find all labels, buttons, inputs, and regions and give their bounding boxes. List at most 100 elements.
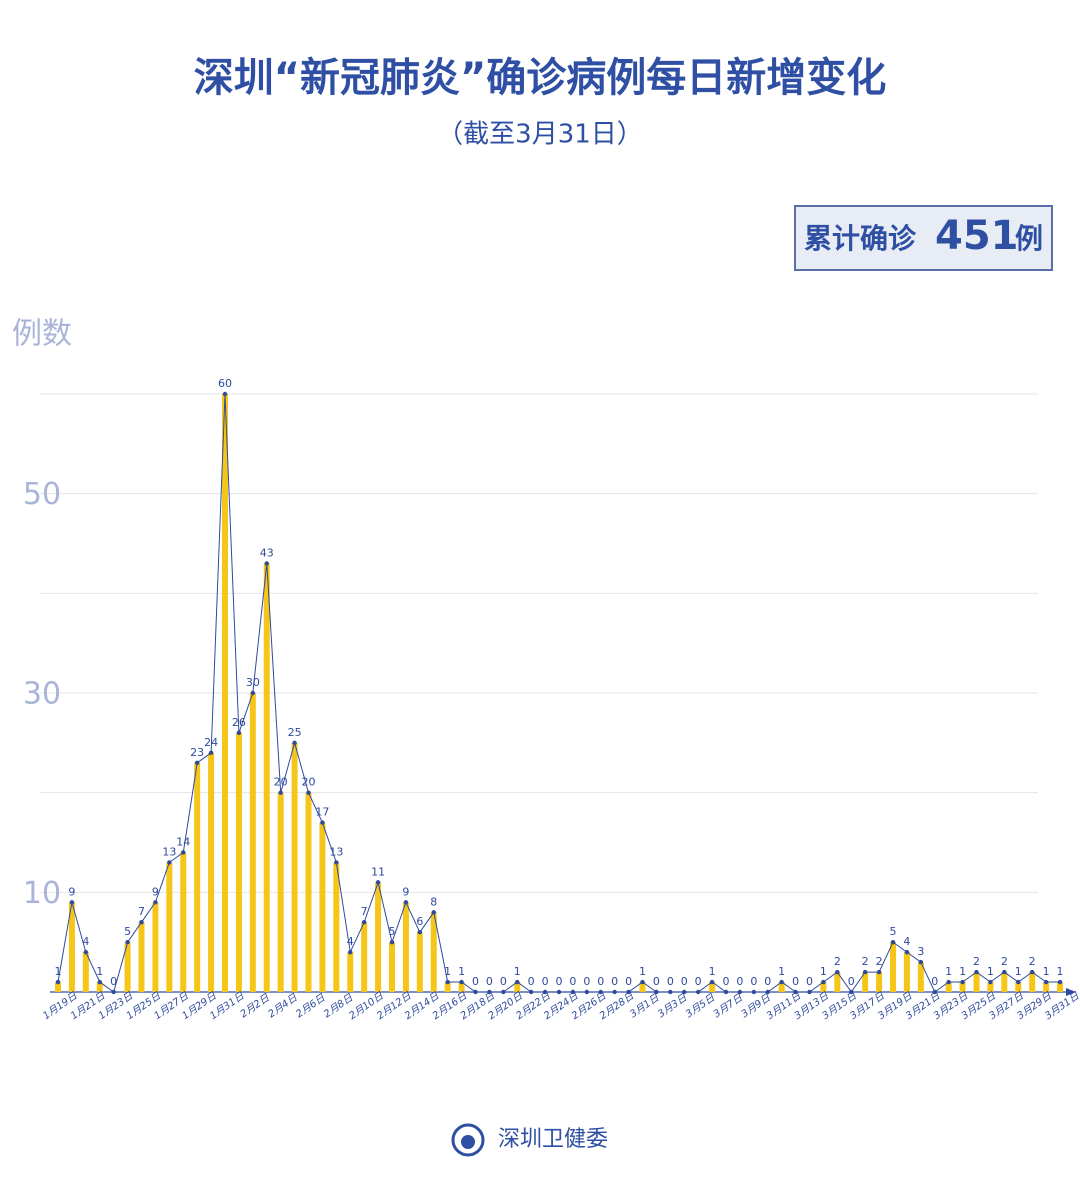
data-label: 11 bbox=[371, 865, 385, 878]
point bbox=[904, 949, 910, 955]
point bbox=[890, 939, 896, 945]
data-label: 0 bbox=[472, 975, 479, 988]
data-label: 0 bbox=[597, 975, 604, 988]
data-label: 2 bbox=[862, 955, 869, 968]
point bbox=[528, 989, 534, 995]
point bbox=[862, 969, 868, 975]
x-tick-label: 3月7日 bbox=[712, 992, 746, 1020]
bar bbox=[152, 902, 159, 992]
bar bbox=[1043, 982, 1050, 992]
data-label: 25 bbox=[288, 726, 302, 739]
data-label: 2 bbox=[973, 955, 980, 968]
x-tick-label: 3月3日 bbox=[656, 992, 690, 1020]
point bbox=[1043, 979, 1049, 985]
data-label: 5 bbox=[124, 925, 131, 938]
bar bbox=[249, 693, 256, 992]
data-label: 17 bbox=[315, 806, 329, 819]
bar bbox=[987, 982, 994, 992]
point bbox=[515, 979, 520, 985]
bar bbox=[973, 972, 980, 992]
bar bbox=[903, 952, 910, 992]
total-box bbox=[794, 205, 1053, 271]
chart-title: 深圳“新冠肺炎”确诊病例每日新增变化 bbox=[194, 55, 887, 101]
x-tick-label: 2月4日 bbox=[266, 992, 300, 1020]
bar bbox=[402, 902, 409, 992]
point bbox=[306, 790, 311, 795]
point bbox=[765, 989, 770, 995]
total-value: 451 bbox=[935, 213, 1019, 259]
point bbox=[946, 979, 951, 985]
x-axis-arrow bbox=[1066, 988, 1076, 996]
point bbox=[125, 939, 130, 945]
point bbox=[570, 989, 576, 995]
point bbox=[278, 790, 283, 795]
point bbox=[501, 989, 506, 995]
bar bbox=[709, 982, 716, 992]
y-tick-label: 10 bbox=[23, 876, 61, 911]
bar bbox=[138, 922, 145, 992]
bar bbox=[82, 952, 89, 992]
data-label: 0 bbox=[542, 975, 549, 988]
point bbox=[208, 750, 214, 755]
bar bbox=[96, 982, 103, 992]
data-label: 0 bbox=[625, 975, 632, 988]
bar bbox=[194, 762, 201, 992]
y-tick-label: 50 bbox=[23, 477, 61, 512]
point bbox=[626, 989, 631, 995]
data-label: 2 bbox=[1001, 955, 1008, 968]
data-label: 1 bbox=[514, 965, 521, 978]
data-label: 13 bbox=[162, 845, 176, 858]
total-label: 累计确诊 bbox=[804, 222, 917, 255]
point bbox=[181, 850, 186, 855]
data-label: 4 bbox=[347, 935, 354, 948]
point bbox=[417, 930, 423, 935]
data-label: 0 bbox=[723, 975, 730, 988]
bar bbox=[444, 982, 451, 992]
bar bbox=[208, 752, 215, 992]
data-label: 13 bbox=[329, 845, 343, 858]
point bbox=[695, 989, 701, 995]
bar bbox=[277, 792, 284, 992]
point bbox=[222, 391, 228, 397]
point bbox=[793, 989, 798, 995]
bar bbox=[389, 942, 395, 992]
point bbox=[473, 989, 478, 995]
data-label: 1 bbox=[709, 965, 716, 978]
point bbox=[835, 969, 840, 975]
point bbox=[361, 920, 367, 925]
point bbox=[69, 900, 75, 905]
bar bbox=[333, 862, 340, 992]
bar bbox=[778, 982, 785, 992]
data-label: 5 bbox=[389, 925, 396, 938]
point bbox=[960, 979, 965, 985]
bar bbox=[876, 972, 883, 992]
data-label: 14 bbox=[176, 835, 190, 848]
point bbox=[556, 989, 562, 995]
bar bbox=[235, 732, 242, 992]
point bbox=[264, 561, 269, 566]
point bbox=[445, 979, 450, 985]
data-label: 0 bbox=[806, 975, 813, 988]
data-label: 6 bbox=[416, 915, 423, 928]
point bbox=[1002, 969, 1007, 975]
data-label: 1 bbox=[959, 965, 966, 978]
point bbox=[348, 949, 353, 955]
bar bbox=[430, 912, 437, 992]
bar bbox=[1029, 972, 1036, 992]
point bbox=[737, 989, 743, 995]
point bbox=[292, 740, 297, 746]
data-label: 7 bbox=[361, 905, 368, 918]
bar bbox=[1057, 982, 1063, 992]
data-label: 8 bbox=[430, 895, 437, 908]
point bbox=[1057, 979, 1063, 985]
point bbox=[55, 979, 61, 985]
data-label: 1 bbox=[778, 965, 785, 978]
point bbox=[821, 979, 826, 985]
data-label: 1 bbox=[820, 965, 827, 978]
data-label: 1 bbox=[639, 965, 646, 978]
data-label: 0 bbox=[695, 975, 702, 988]
point bbox=[932, 989, 937, 995]
bar bbox=[639, 982, 646, 992]
point bbox=[139, 920, 144, 925]
